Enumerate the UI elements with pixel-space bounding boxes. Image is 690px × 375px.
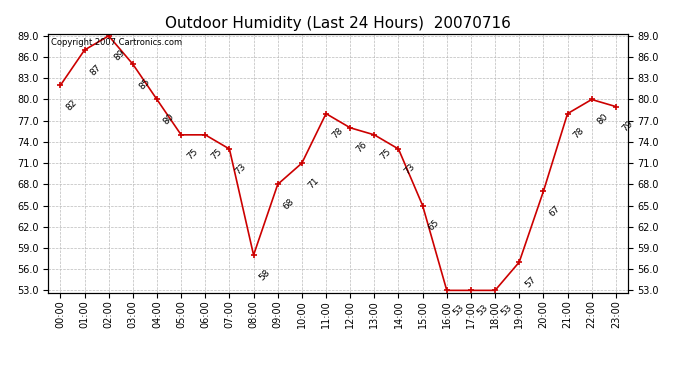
Text: 71: 71 [306,176,321,190]
Text: 73: 73 [403,162,417,176]
Text: 82: 82 [65,98,79,112]
Text: 58: 58 [258,267,273,282]
Text: 87: 87 [89,63,104,77]
Text: 89: 89 [113,48,128,63]
Text: 75: 75 [210,147,224,162]
Text: 53: 53 [451,303,466,317]
Text: 75: 75 [186,147,200,162]
Text: 73: 73 [234,162,248,176]
Text: 57: 57 [524,274,538,289]
Text: 75: 75 [379,147,393,162]
Text: 65: 65 [427,218,442,232]
Text: 80: 80 [161,112,176,126]
Text: 68: 68 [282,197,297,211]
Title: Outdoor Humidity (Last 24 Hours)  20070716: Outdoor Humidity (Last 24 Hours) 2007071… [165,16,511,31]
Text: 67: 67 [548,204,562,218]
Text: 85: 85 [137,76,152,91]
Text: 53: 53 [475,303,490,317]
Text: 80: 80 [596,112,611,126]
Text: 76: 76 [355,140,369,155]
Text: 78: 78 [572,126,586,141]
Text: Copyright 2007 Cartronics.com: Copyright 2007 Cartronics.com [51,38,182,46]
Text: 79: 79 [620,119,635,134]
Text: 78: 78 [331,126,345,141]
Text: 53: 53 [500,303,514,317]
